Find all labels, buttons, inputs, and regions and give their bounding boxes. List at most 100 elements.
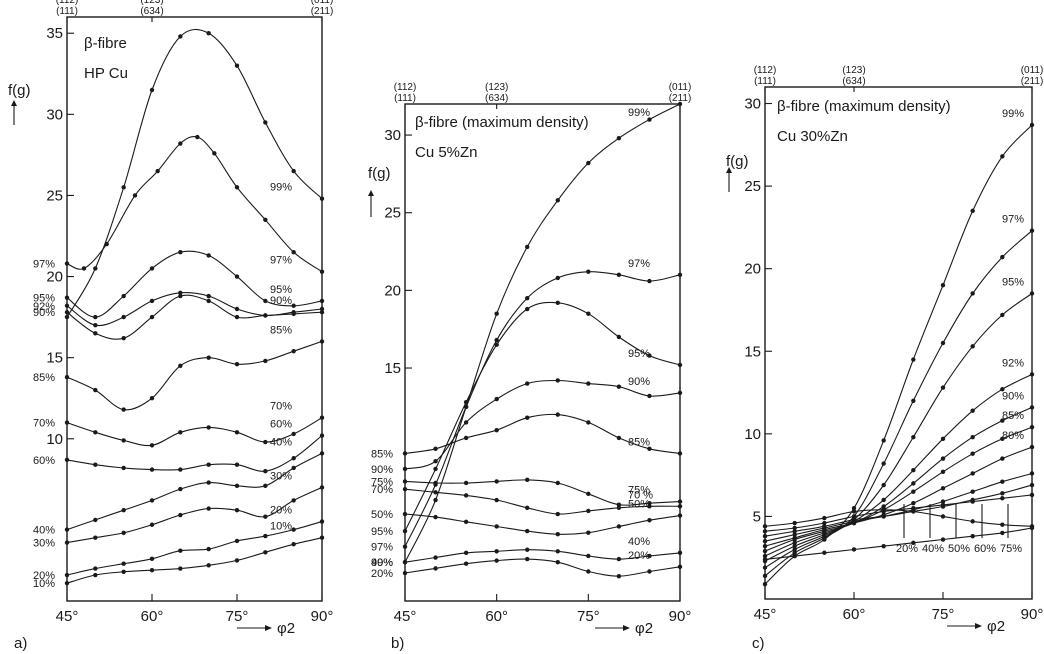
data-point [206, 480, 210, 484]
data-point [525, 296, 529, 300]
data-point [150, 88, 154, 92]
data-point [403, 479, 407, 483]
plot-frame [765, 87, 1032, 599]
data-point [647, 569, 651, 573]
series-start-label: 10% [33, 578, 55, 590]
x-axis-label: φ2 [987, 618, 1005, 635]
data-point [763, 544, 767, 548]
data-point [121, 336, 125, 340]
data-point [763, 565, 767, 569]
arrow-head [975, 623, 982, 629]
data-point [1030, 445, 1034, 449]
data-point [1030, 405, 1034, 409]
data-point [911, 435, 915, 439]
data-point [464, 562, 468, 566]
panel-tag: a) [14, 635, 27, 652]
data-point [1030, 483, 1034, 487]
arrow-head [623, 625, 630, 631]
data-point [121, 561, 125, 565]
series-end-label: 50% [628, 499, 650, 511]
data-point [291, 542, 295, 546]
data-point [291, 527, 295, 531]
data-point [464, 436, 468, 440]
data-point [1030, 526, 1034, 530]
data-point [556, 549, 560, 553]
data-point [617, 506, 621, 510]
panel-c: 5101520253045° 60° 75° 90°(112)(111)(123)(6… [726, 65, 1043, 652]
data-point [121, 531, 125, 535]
data-point [263, 313, 267, 317]
data-point [556, 276, 560, 280]
x-tick-label: 60° [843, 606, 866, 623]
data-point [291, 432, 295, 436]
data-point [235, 508, 239, 512]
data-point [65, 527, 69, 531]
top-index-label: (111) [394, 93, 416, 104]
series-end-label: 90% [628, 376, 650, 388]
x-tick-label: 75° [577, 608, 600, 625]
data-point [433, 447, 437, 451]
x-tick-label: 60° [485, 608, 508, 625]
data-point [678, 565, 682, 569]
series-end-label: 85% [270, 324, 292, 336]
data-point [763, 539, 767, 543]
data-point [1000, 255, 1004, 259]
data-point [263, 218, 267, 222]
data-point [178, 430, 182, 434]
data-point [155, 169, 159, 173]
data-point [1000, 522, 1004, 526]
data-point [911, 357, 915, 361]
data-point [206, 563, 210, 567]
data-point [178, 141, 182, 145]
series-start-label: 20% [371, 568, 393, 580]
data-point [556, 301, 560, 305]
data-point [881, 508, 885, 512]
data-point [235, 463, 239, 467]
data-point [320, 451, 324, 455]
data-point [206, 253, 210, 257]
data-point [150, 443, 154, 447]
data-point [263, 534, 267, 538]
data-point [970, 291, 974, 295]
data-point [178, 34, 182, 38]
data-point [320, 196, 324, 200]
data-point [206, 547, 210, 551]
data-point [235, 63, 239, 67]
data-point [235, 558, 239, 562]
series-85pct: 85% 85% [371, 412, 682, 460]
data-point [556, 198, 560, 202]
y-tick-label: 20 [744, 261, 761, 278]
data-point [1030, 123, 1034, 127]
data-point [65, 458, 69, 462]
data-point [556, 560, 560, 564]
data-point [494, 558, 498, 562]
data-point [525, 245, 529, 249]
data-point [464, 400, 468, 404]
data-point [941, 470, 945, 474]
series-50pct: 50%50% [371, 499, 682, 537]
data-point [970, 499, 974, 503]
data-point [525, 506, 529, 510]
data-point [65, 375, 69, 379]
series-end-label: 99% [628, 107, 650, 119]
data-point [941, 456, 945, 460]
x-tick-label: 90° [1021, 606, 1044, 623]
data-point [178, 566, 182, 570]
data-point [65, 540, 69, 544]
series-end-label: 92% [1002, 357, 1024, 369]
data-point [1030, 493, 1034, 497]
data-point [206, 506, 210, 510]
data-point [586, 311, 590, 315]
data-point [941, 341, 945, 345]
series-start-label: 70% [371, 484, 393, 496]
top-index-label: (634) [140, 6, 163, 17]
data-point [678, 391, 682, 395]
data-point [464, 520, 468, 524]
series-start-label: 85% [371, 448, 393, 460]
series-line [765, 125, 1032, 584]
x-tick-label: 45° [56, 608, 79, 625]
data-point [881, 438, 885, 442]
data-point [970, 471, 974, 475]
data-point [65, 310, 69, 314]
y-tick-label: 30 [744, 96, 761, 113]
